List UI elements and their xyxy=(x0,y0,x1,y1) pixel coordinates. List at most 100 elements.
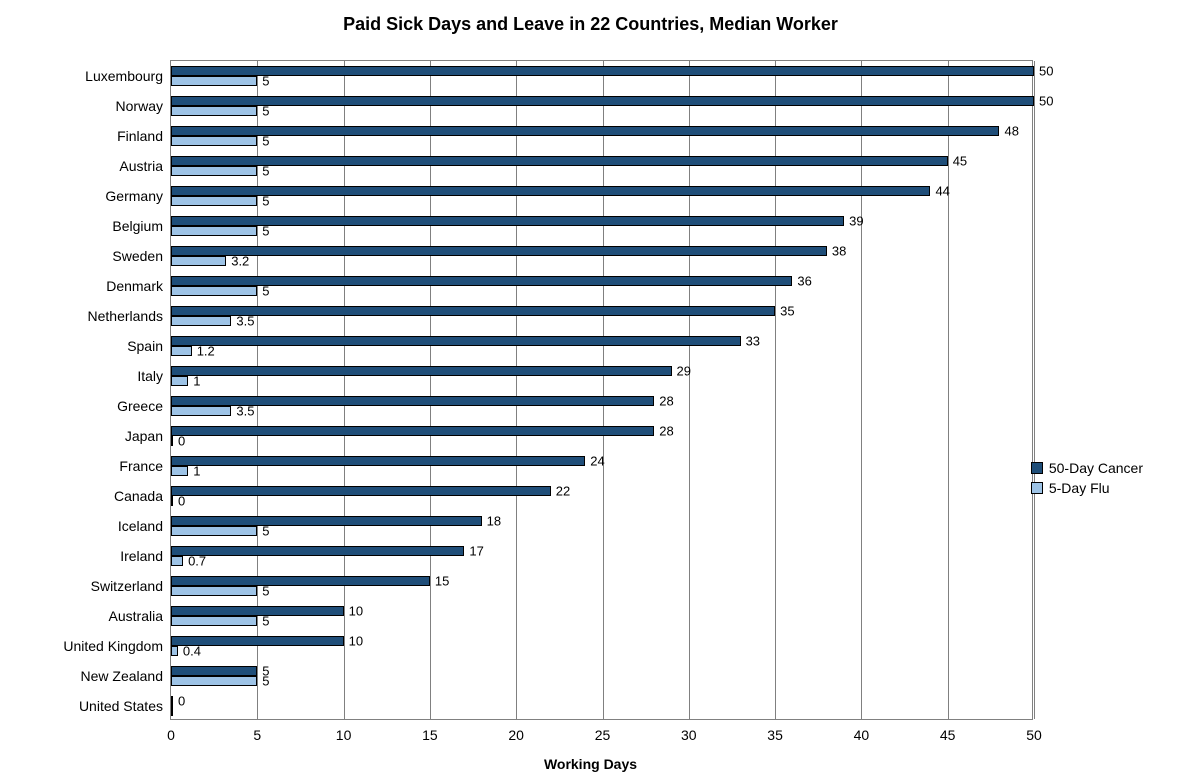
bar-value-label: 1 xyxy=(193,373,200,388)
bar-cancer: 18 xyxy=(171,516,482,526)
category-label: Italy xyxy=(137,368,163,384)
bar-cancer: 29 xyxy=(171,366,672,376)
bar-flu: 5 xyxy=(171,676,257,686)
bar-value-label: 5 xyxy=(262,73,269,88)
bar-cancer: 28 xyxy=(171,426,654,436)
bar-value-label: 29 xyxy=(677,364,691,379)
bar-cancer: 15 xyxy=(171,576,430,586)
bar-value-label: 3.5 xyxy=(236,313,254,328)
bar-value-label: 5 xyxy=(262,163,269,178)
bar-value-label: 24 xyxy=(590,454,604,469)
bar-value-label: 0.7 xyxy=(188,553,206,568)
category-label: Iceland xyxy=(118,518,163,534)
bar-cancer: 38 xyxy=(171,246,827,256)
bar-cancer: 48 xyxy=(171,126,999,136)
bar-cancer: 33 xyxy=(171,336,741,346)
category-label: United Kingdom xyxy=(63,638,163,654)
category-label: New Zealand xyxy=(81,668,164,684)
category-label: Australia xyxy=(109,608,163,624)
category-label: France xyxy=(119,458,163,474)
chart-container: Paid Sick Days and Leave in 22 Countries… xyxy=(0,0,1181,780)
x-tick-label: 15 xyxy=(422,727,438,743)
category-label: Switzerland xyxy=(91,578,163,594)
bar-value-label: 1.2 xyxy=(197,343,215,358)
legend-item: 5-Day Flu xyxy=(1031,480,1143,496)
bar-value-label: 5 xyxy=(262,223,269,238)
bar-flu: 5 xyxy=(171,106,257,116)
bar-cancer: 0 xyxy=(171,696,173,706)
bar-value-label: 5 xyxy=(262,613,269,628)
category-label: Luxembourg xyxy=(85,68,163,84)
x-tick-label: 20 xyxy=(508,727,524,743)
bar-value-label: 44 xyxy=(935,184,949,199)
x-tick-label: 10 xyxy=(336,727,352,743)
category-label: Belgium xyxy=(112,218,163,234)
bar-cancer: 50 xyxy=(171,66,1034,76)
bar-value-label: 5 xyxy=(262,583,269,598)
x-tick-label: 0 xyxy=(167,727,175,743)
category-label: Norway xyxy=(116,98,163,114)
category-label: Denmark xyxy=(106,278,163,294)
legend-item: 50-Day Cancer xyxy=(1031,460,1143,476)
legend-swatch xyxy=(1031,482,1043,494)
bar-cancer: 35 xyxy=(171,306,775,316)
category-label: Ireland xyxy=(120,548,163,564)
category-label: Finland xyxy=(117,128,163,144)
legend-label: 50-Day Cancer xyxy=(1049,460,1143,476)
bar-value-label: 48 xyxy=(1004,124,1018,139)
bar-flu: 5 xyxy=(171,226,257,236)
bar-value-label: 0 xyxy=(178,433,185,448)
category-label: Sweden xyxy=(112,248,163,264)
bar-flu: 5 xyxy=(171,76,257,86)
bar-value-label: 36 xyxy=(797,274,811,289)
x-tick-label: 25 xyxy=(595,727,611,743)
bar-value-label: 1 xyxy=(193,463,200,478)
bar-value-label: 33 xyxy=(746,334,760,349)
bar-flu: 5 xyxy=(171,286,257,296)
bar-flu: 0 xyxy=(171,436,173,446)
legend-label: 5-Day Flu xyxy=(1049,480,1110,496)
x-tick-label: 40 xyxy=(854,727,870,743)
bar-value-label: 0 xyxy=(178,694,185,709)
bar-flu: 1 xyxy=(171,466,188,476)
bar-cancer: 24 xyxy=(171,456,585,466)
bar-value-label: 10 xyxy=(349,604,363,619)
x-tick-label: 5 xyxy=(253,727,261,743)
bar-value-label: 5 xyxy=(262,193,269,208)
bar-value-label: 5 xyxy=(262,103,269,118)
bar-value-label: 38 xyxy=(832,244,846,259)
bar-flu: 1.2 xyxy=(171,346,192,356)
bar-flu: 5 xyxy=(171,136,257,146)
bar-flu: 1 xyxy=(171,376,188,386)
bar-value-label: 28 xyxy=(659,394,673,409)
category-label: United States xyxy=(79,698,163,714)
category-label: Greece xyxy=(117,398,163,414)
x-tick-label: 30 xyxy=(681,727,697,743)
bar-value-label: 17 xyxy=(469,544,483,559)
bar-value-label: 5 xyxy=(262,673,269,688)
gridline xyxy=(948,61,949,719)
legend: 50-Day Cancer 5-Day Flu xyxy=(1031,460,1143,496)
bar-cancer: 44 xyxy=(171,186,930,196)
bar-value-label: 5 xyxy=(262,283,269,298)
category-label: Netherlands xyxy=(88,308,164,324)
bar-cancer: 22 xyxy=(171,486,551,496)
bar-value-label: 5 xyxy=(262,133,269,148)
bar-value-label: 0.4 xyxy=(183,643,201,658)
bar-value-label: 22 xyxy=(556,484,570,499)
bar-flu: 5 xyxy=(171,166,257,176)
bar-flu: 5 xyxy=(171,586,257,596)
category-label: Germany xyxy=(105,188,163,204)
bar-cancer: 10 xyxy=(171,606,344,616)
bar-cancer: 17 xyxy=(171,546,464,556)
bar-value-label: 5 xyxy=(262,523,269,538)
bar-flu: 0.4 xyxy=(171,646,178,656)
chart-title: Paid Sick Days and Leave in 22 Countries… xyxy=(0,14,1181,35)
bar-value-label: 10 xyxy=(349,634,363,649)
x-axis-label: Working Days xyxy=(0,756,1181,772)
plot-area: 05101520253035404550Luxembourg505Norway5… xyxy=(170,60,1033,720)
bar-flu: 5 xyxy=(171,526,257,536)
bar-value-label: 3.2 xyxy=(231,253,249,268)
category-label: Japan xyxy=(125,428,163,444)
bar-cancer: 45 xyxy=(171,156,948,166)
